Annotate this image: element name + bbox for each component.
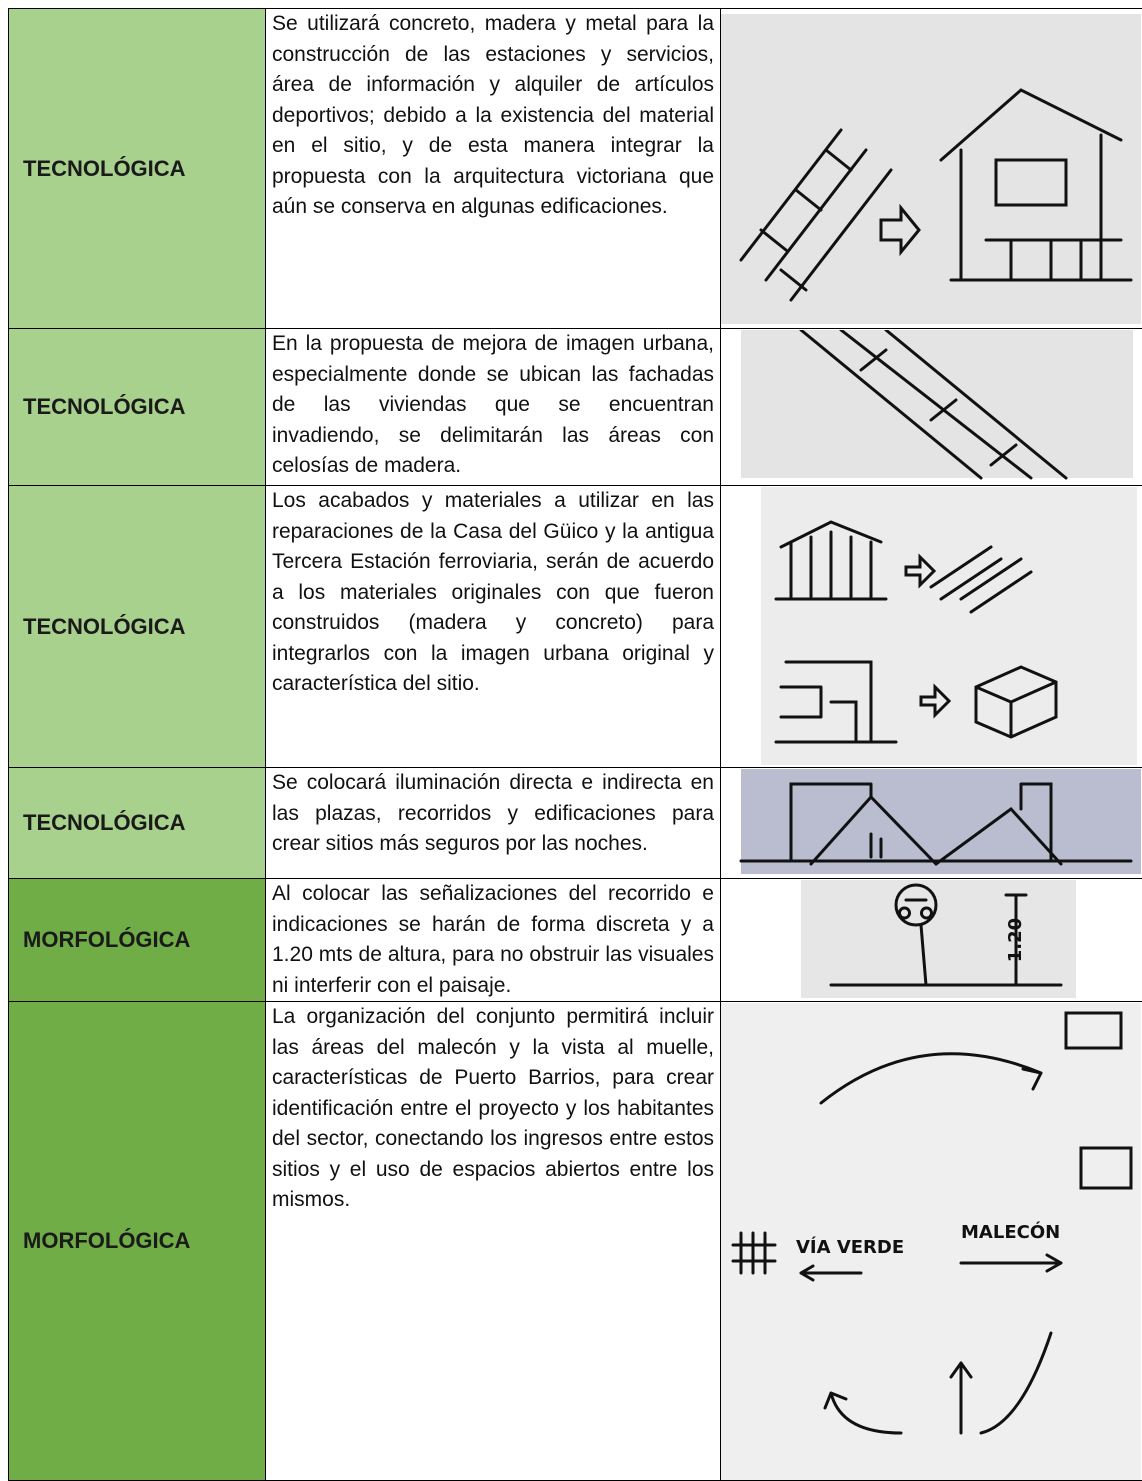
criteria-table: TECNOLÓGICA Se utilizará concreto, mader…: [8, 8, 1142, 1481]
row: TECNOLÓGICA Los acabados y materiales a …: [9, 486, 1142, 768]
description: La organización del conjunto permitirá i…: [266, 1002, 721, 1481]
description: Al colocar las señalizaciones del recorr…: [266, 879, 721, 1002]
row: TECNOLÓGICA En la propuesta de mejora de…: [9, 329, 1142, 486]
sketch: [721, 330, 1141, 485]
sketch-cell: [721, 486, 1142, 768]
description: Los acabados y materiales a utilizar en …: [266, 486, 721, 768]
sketch: [721, 10, 1141, 328]
sketch-label: 1.20: [1005, 918, 1026, 962]
category: MORFOLÓGICA: [9, 1002, 266, 1481]
row: MORFOLÓGICA La organización del conjunto…: [9, 1002, 1142, 1481]
sketch: 1.20: [721, 880, 1141, 1000]
category: TECNOLÓGICA: [9, 486, 266, 768]
sketch-cell: [721, 9, 1142, 329]
row: MORFOLÓGICA Al colocar las señalizacione…: [9, 879, 1142, 1002]
category: MORFOLÓGICA: [9, 879, 266, 1002]
sketch: [721, 487, 1141, 767]
sketch: MALECÓN VÍA VERDE: [721, 1003, 1141, 1480]
category: TECNOLÓGICA: [9, 9, 266, 329]
sketch-label: MALECÓN: [961, 1221, 1060, 1243]
description: Se colocará iluminación directa e indire…: [266, 768, 721, 879]
sketch-label: VÍA VERDE: [796, 1236, 904, 1258]
sketch: [721, 769, 1141, 878]
category: TECNOLÓGICA: [9, 329, 266, 486]
sketch-cell: MALECÓN VÍA VERDE: [721, 1002, 1142, 1481]
sketch-cell: 1.20: [721, 879, 1142, 1002]
category: TECNOLÓGICA: [9, 768, 266, 879]
description: Se utilizará concreto, madera y metal pa…: [266, 9, 721, 329]
sketch-cell: [721, 768, 1142, 879]
row: TECNOLÓGICA Se colocará iluminación dire…: [9, 768, 1142, 879]
sketch-cell: [721, 329, 1142, 486]
description: En la propuesta de mejora de imagen urba…: [266, 329, 721, 486]
row: TECNOLÓGICA Se utilizará concreto, mader…: [9, 9, 1142, 329]
